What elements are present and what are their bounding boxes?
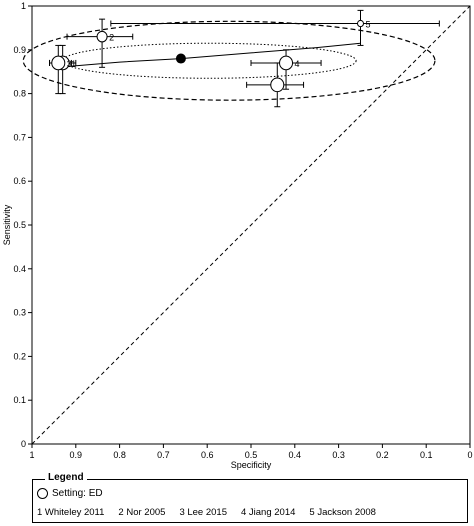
study-label: 3 <box>67 59 72 69</box>
sroc-curve <box>58 42 361 68</box>
study-point <box>279 55 294 71</box>
y-tick-label: 0.2 <box>13 351 26 361</box>
y-tick-label: 0 <box>21 439 26 449</box>
x-tick-label: 0.6 <box>201 450 214 460</box>
prediction-region <box>22 20 436 101</box>
legend-study-label: 5 Jackson 2008 <box>309 507 376 518</box>
legend-title: Legend <box>45 472 87 483</box>
y-tick-label: 0.5 <box>13 220 26 230</box>
x-tick-label: 0.9 <box>70 450 83 460</box>
y-tick-label: 0.7 <box>13 132 26 142</box>
y-tick-label: 0.3 <box>13 308 26 318</box>
study-label: 4 <box>295 59 300 69</box>
legend-study-label: 4 Jiang 2014 <box>240 507 296 518</box>
y-tick-label: 1 <box>21 1 26 11</box>
x-tick-label: 0.5 <box>245 450 258 460</box>
x-axis-label: Specificity <box>231 460 272 470</box>
confidence-region <box>62 42 357 79</box>
legend-study-label: 3 Lee 2015 <box>179 507 227 518</box>
study-label: 5 <box>366 20 371 30</box>
x-tick-label: 0.2 <box>376 450 389 460</box>
sroc-plot: 1 0.9 0.8 0.7 0.6 0.5 0.4 0.3 0.2 0.1 0 0 0.1 0.2 0.3 0… <box>2 1 473 470</box>
x-tick-label: 0.4 <box>289 450 302 460</box>
x-tick-label: 0 <box>467 450 472 460</box>
x-tick-label: 0.3 <box>332 450 345 460</box>
chance-line <box>31 5 471 445</box>
y-tick-label: 0.4 <box>13 264 26 274</box>
y-tick-label: 0.1 <box>13 395 26 405</box>
legend-setting-label: Setting: ED <box>52 488 103 499</box>
y-axis-label: Sensitivity <box>2 204 12 245</box>
legend-study-label: 1 Whiteley 2011 <box>37 507 105 518</box>
legend-study-label: 2 Nor 2005 <box>118 507 166 518</box>
x-tick-label: 1 <box>29 450 34 460</box>
summary-point <box>175 53 186 64</box>
legend-setting-entry: Setting: ED <box>37 488 103 499</box>
open-circle-icon <box>37 488 48 499</box>
legend-study-list: 1 Whiteley 2011 2 Nor 2005 3 Lee 2015 4 … <box>37 507 376 518</box>
y-tick-label: 0.8 <box>13 89 26 99</box>
y-tick-label: 0.9 <box>13 45 26 55</box>
legend-box: Legend Setting: ED 1 Whiteley 2011 2 Nor… <box>32 472 468 523</box>
study-point <box>96 30 108 43</box>
study-label: 1 <box>71 59 76 69</box>
study-label: 2 <box>109 33 114 43</box>
study-point <box>51 55 66 71</box>
study-point <box>357 19 364 28</box>
x-tick-label: 0.8 <box>113 450 126 460</box>
x-tick-label: 0.1 <box>420 450 433 460</box>
y-tick-label: 0.6 <box>13 176 26 186</box>
study-point <box>270 77 285 93</box>
x-tick-label: 0.7 <box>157 450 170 460</box>
